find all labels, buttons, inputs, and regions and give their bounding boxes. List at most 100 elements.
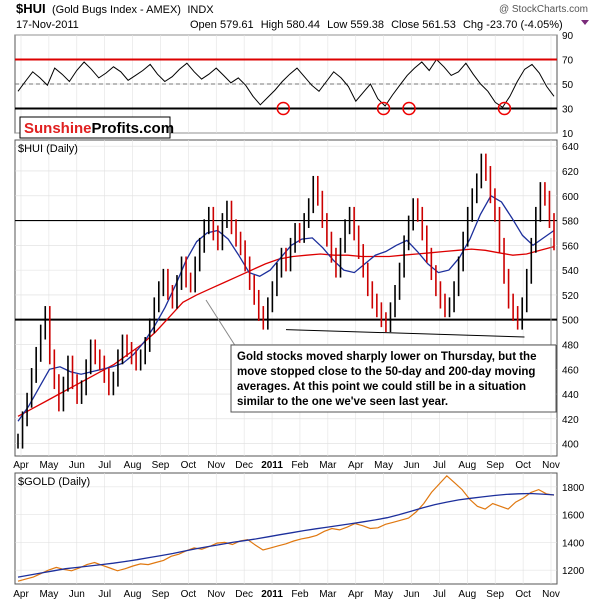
- price-tick-label: 580: [562, 217, 579, 228]
- oversold-circle-icon: [497, 101, 512, 116]
- svg-text:SunshineProfits.com: SunshineProfits.com: [24, 120, 174, 137]
- price-tick-label: 560: [562, 241, 579, 252]
- gold-x-tick-label: May: [39, 589, 58, 600]
- price-x-tick-label: May: [39, 460, 58, 471]
- rsi-tick-label: 10: [562, 129, 574, 140]
- index-name: (Gold Bugs Index - AMEX): [52, 4, 181, 16]
- rsi-tick-label: 90: [562, 31, 574, 42]
- date-label: 17-Nov-2011: [16, 19, 79, 31]
- annotation-text: Gold stocks moved sharply lower on Thurs…: [237, 351, 536, 408]
- price-x-tick-label: Jun: [403, 460, 419, 471]
- logo-part1: Sunshine: [24, 120, 92, 137]
- price-tick-label: 600: [562, 192, 579, 203]
- gold-x-tick-label: Nov: [207, 589, 225, 600]
- price-tick-label: 500: [562, 316, 579, 327]
- price-x-tick-label: Jul: [433, 460, 446, 471]
- price-x-tick-label: Aug: [458, 460, 476, 471]
- gold-price-line: [17, 474, 555, 582]
- gold-x-tick-label: Sep: [152, 589, 170, 600]
- logo-part2: Profits.com: [92, 120, 175, 137]
- price-x-tick-label: Dec: [235, 460, 253, 471]
- rsi-tick-label: 30: [562, 105, 574, 116]
- annotation-line: similar to the one we've seen last year.: [237, 396, 448, 408]
- gold-x-tick-label: Apr: [13, 589, 29, 600]
- price-tick-label: 620: [562, 167, 579, 178]
- chart-title: $HUI (Gold Bugs Index - AMEX) INDX: [16, 1, 214, 16]
- price-x-tick-label: Apr: [348, 460, 364, 471]
- price-x-tick-label: Jun: [69, 460, 85, 471]
- gold-tick-label: 1400: [562, 538, 585, 549]
- annotation-line: Gold stocks moved sharply lower on Thurs…: [237, 351, 536, 363]
- price-x-tick-label: Mar: [319, 460, 337, 471]
- gold-x-tick-label: Nov: [542, 589, 560, 600]
- gold-x-tick-label: Jul: [98, 589, 111, 600]
- close-value: 561.53: [422, 19, 456, 31]
- gold-x-tick-label: Sep: [486, 589, 504, 600]
- gold-x-tick-label: May: [374, 589, 393, 600]
- watermark: @ StockCharts.com: [499, 4, 588, 15]
- gold-x-tick-label: Jul: [433, 589, 446, 600]
- gold-x-tick-label: Aug: [458, 589, 476, 600]
- annotation-callout: Gold stocks moved sharply lower on Thurs…: [205, 238, 557, 413]
- rsi-tick-label: 50: [562, 80, 574, 91]
- gold-x-tick-label: Mar: [319, 589, 337, 600]
- gold-ma-line: [17, 492, 555, 578]
- chg-label: Chg: [463, 19, 483, 31]
- high-label: High: [261, 19, 284, 31]
- gold-x-tick-label: Apr: [348, 589, 364, 600]
- price-tick-label: 520: [562, 291, 579, 302]
- sunshine-profits-logo: SunshineProfits.com: [19, 116, 174, 139]
- rsi-line: [17, 58, 555, 108]
- price-x-tick-label: Sep: [486, 460, 504, 471]
- axis-layer: 90 70 50 30 10 $HUI (Daily) 640 620 600 580 560 540…: [13, 31, 584, 600]
- price-x-tick-label: 2011: [261, 460, 283, 471]
- price-tick-label: 400: [562, 440, 579, 451]
- price-x-tick-label: Oct: [181, 460, 197, 471]
- price-x-tick-label: Nov: [542, 460, 560, 471]
- chg-value: -23.70 (-4.05%): [486, 19, 562, 31]
- gold-panel-title: $GOLD (Daily): [18, 476, 90, 488]
- gold-x-tick-label: Feb: [291, 589, 309, 600]
- rsi-tick-label: 70: [562, 56, 574, 67]
- gold-x-tick-label: Aug: [124, 589, 142, 600]
- open-value: 579.61: [220, 19, 254, 31]
- gold-layer: [17, 474, 555, 582]
- oversold-circle-icon: [376, 101, 391, 116]
- price-x-tick-label: Jul: [98, 460, 111, 471]
- gold-tick-label: 1800: [562, 483, 585, 494]
- price-tick-label: 440: [562, 390, 579, 401]
- gold-panel: [14, 472, 558, 585]
- declining-trendline: [285, 329, 525, 338]
- price-x-tick-label: Sep: [152, 460, 170, 471]
- price-tick-label: 460: [562, 365, 579, 376]
- price-x-tick-label: Oct: [515, 460, 531, 471]
- gold-x-tick-label: Jun: [403, 589, 419, 600]
- dropdown-arrow-icon[interactable]: [581, 20, 589, 25]
- price-x-tick-label: Feb: [291, 460, 309, 471]
- gold-x-tick-label: Oct: [515, 589, 531, 600]
- gold-x-tick-label: Jun: [69, 589, 85, 600]
- price-x-tick-label: Nov: [207, 460, 225, 471]
- price-panel-title: $HUI (Daily): [18, 143, 78, 155]
- annotation-line: averages. At this point we could still b…: [237, 381, 526, 393]
- gold-x-tick-label: Oct: [181, 589, 197, 600]
- price-tick-label: 420: [562, 415, 579, 426]
- symbol: $HUI: [16, 1, 46, 16]
- low-label: Low: [327, 19, 347, 31]
- open-label: Open: [190, 19, 217, 31]
- rsi-layer: [15, 58, 557, 116]
- price-layer: [15, 153, 557, 449]
- gold-x-tick-label: 2011: [261, 589, 283, 600]
- price-x-tick-label: Apr: [13, 460, 29, 471]
- gold-tick-label: 1200: [562, 566, 585, 577]
- price-tick-label: 480: [562, 340, 579, 351]
- low-value: 559.38: [350, 19, 384, 31]
- oversold-circle-icon: [276, 101, 291, 116]
- price-tick-label: 540: [562, 266, 579, 277]
- exchange-tag: INDX: [187, 4, 214, 16]
- price-x-tick-label: May: [374, 460, 393, 471]
- quote-line: Open 579.61 High 580.44 Low 559.38 Close…: [190, 19, 563, 31]
- oversold-circle-icon: [402, 101, 416, 116]
- annotation-line: move stopped close to the 50-day and 200…: [237, 366, 535, 378]
